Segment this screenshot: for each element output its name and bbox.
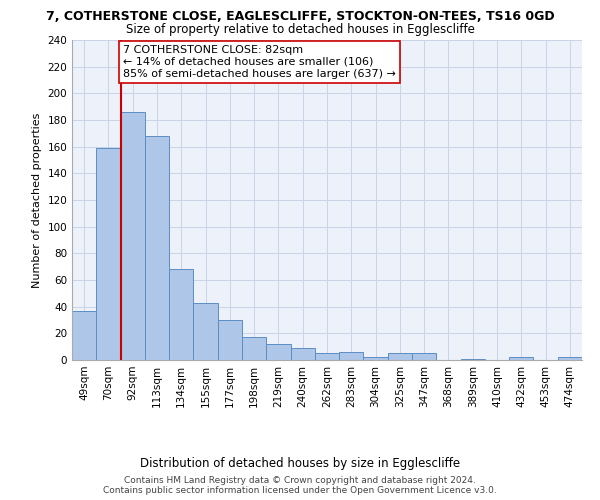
Bar <box>96 148 121 360</box>
Bar <box>242 338 266 360</box>
Text: 7 COTHERSTONE CLOSE: 82sqm
← 14% of detached houses are smaller (106)
85% of sem: 7 COTHERSTONE CLOSE: 82sqm ← 14% of deta… <box>123 46 396 78</box>
Bar <box>315 354 339 360</box>
Bar <box>169 270 193 360</box>
Bar <box>339 352 364 360</box>
Bar <box>72 310 96 360</box>
Bar <box>412 354 436 360</box>
Bar <box>509 358 533 360</box>
Bar <box>266 344 290 360</box>
Text: Distribution of detached houses by size in Egglescliffe: Distribution of detached houses by size … <box>140 457 460 470</box>
Y-axis label: Number of detached properties: Number of detached properties <box>32 112 42 288</box>
Bar <box>388 354 412 360</box>
Bar <box>461 358 485 360</box>
Text: Contains HM Land Registry data © Crown copyright and database right 2024.
Contai: Contains HM Land Registry data © Crown c… <box>103 476 497 495</box>
Bar <box>364 358 388 360</box>
Bar <box>193 302 218 360</box>
Text: Size of property relative to detached houses in Egglescliffe: Size of property relative to detached ho… <box>125 22 475 36</box>
Bar <box>145 136 169 360</box>
Bar <box>558 358 582 360</box>
Bar <box>218 320 242 360</box>
Bar <box>121 112 145 360</box>
Text: 7, COTHERSTONE CLOSE, EAGLESCLIFFE, STOCKTON-ON-TEES, TS16 0GD: 7, COTHERSTONE CLOSE, EAGLESCLIFFE, STOC… <box>46 10 554 23</box>
Bar <box>290 348 315 360</box>
